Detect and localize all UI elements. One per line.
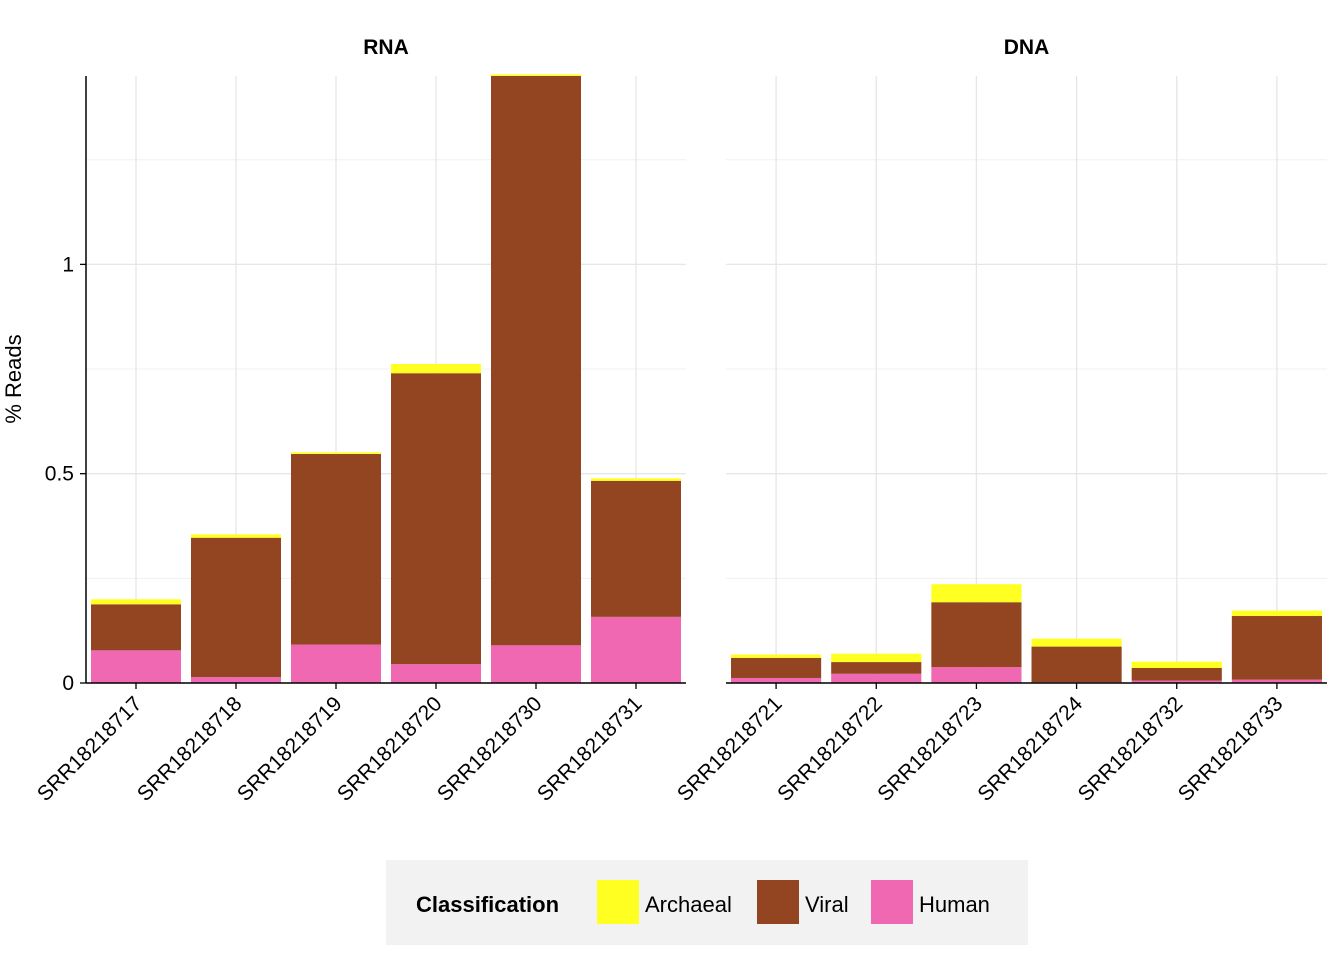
bar-human-srr18218717 [91,650,181,683]
bar-archaeal-srr18218720 [391,364,481,374]
bar-archaeal-srr18218732 [1131,661,1222,668]
bar-viral-srr18218717 [91,604,181,651]
x-tick-label: SRR18218724 [973,692,1087,806]
bar-human-srr18218722 [831,673,922,683]
x-tick-label: SRR18218723 [873,692,987,806]
bar-viral-srr18218722 [831,662,922,674]
bar-viral-srr18218721 [731,657,822,678]
bar-viral-srr18218723 [931,602,1022,668]
legend-label-archaeal: Archaeal [645,892,732,917]
y-tick-label: 0 [62,672,74,695]
legend: Classification Archaeal Viral Human [386,860,1028,945]
legend-background [386,860,1028,945]
bar-archaeal-srr18218719 [291,452,381,455]
facet-dna: SRR18218721SRR18218722SRR18218723SRR1821… [673,36,1327,806]
bar-viral-srr18218720 [391,373,481,665]
bar-human-srr18218732 [1131,680,1222,683]
bar-archaeal-srr18218717 [91,599,181,605]
legend-title: Classification [416,892,559,917]
legend-label-human: Human [919,892,990,917]
bar-archaeal-srr18218724 [1031,638,1122,647]
bar-human-srr18218733 [1231,679,1322,683]
bar-human-srr18218719 [291,644,381,683]
x-tick-label: SRR18218721 [673,692,787,806]
bar-human-srr18218731 [591,616,681,683]
facet-title: RNA [363,36,409,59]
x-tick-label: SRR18218730 [433,692,547,806]
x-tick-label: SRR18218722 [773,692,887,806]
legend-key-archaeal [597,880,639,924]
bar-viral-srr18218730 [491,76,581,646]
x-tick-label: SRR18218720 [333,692,447,806]
bar-archaeal-srr18218721 [731,654,822,658]
x-tick-label: SRR18218731 [533,692,647,806]
bar-human-srr18218720 [391,664,481,683]
bar-human-srr18218723 [931,667,1022,683]
bar-viral-srr18218731 [591,480,681,617]
bar-viral-srr18218733 [1231,616,1322,680]
bar-human-srr18218730 [491,645,581,683]
legend-label-viral: Viral [805,892,849,917]
bar-archaeal-srr18218723 [931,584,1022,603]
x-tick-label: SRR18218732 [1074,692,1188,806]
bar-archaeal-srr18218718 [191,534,281,538]
x-tick-label: SRR18218733 [1174,692,1288,806]
x-tick-label: SRR18218719 [233,692,347,806]
bar-human-srr18218721 [731,677,822,683]
bar-viral-srr18218719 [291,454,381,645]
bar-archaeal-srr18218722 [831,653,922,663]
legend-key-human [871,880,913,924]
facet-title: DNA [1004,36,1050,59]
y-tick-label: 1 [62,253,74,276]
y-tick-label: 0.5 [45,463,74,486]
bar-human-srr18218718 [191,677,281,683]
x-tick-label: SRR18218718 [133,692,247,806]
x-tick-label: SRR18218717 [33,692,147,806]
bar-archaeal-srr18218730 [491,74,581,76]
bar-archaeal-srr18218731 [591,478,681,481]
facet-rna: SRR18218717SRR18218718SRR18218719SRR1821… [33,36,686,806]
legend-key-viral [757,880,799,924]
bar-viral-srr18218724 [1031,646,1122,683]
bar-viral-srr18218732 [1131,667,1222,681]
bar-archaeal-srr18218733 [1231,610,1322,617]
y-axis-label: % Reads [1,334,26,423]
bar-viral-srr18218718 [191,537,281,678]
